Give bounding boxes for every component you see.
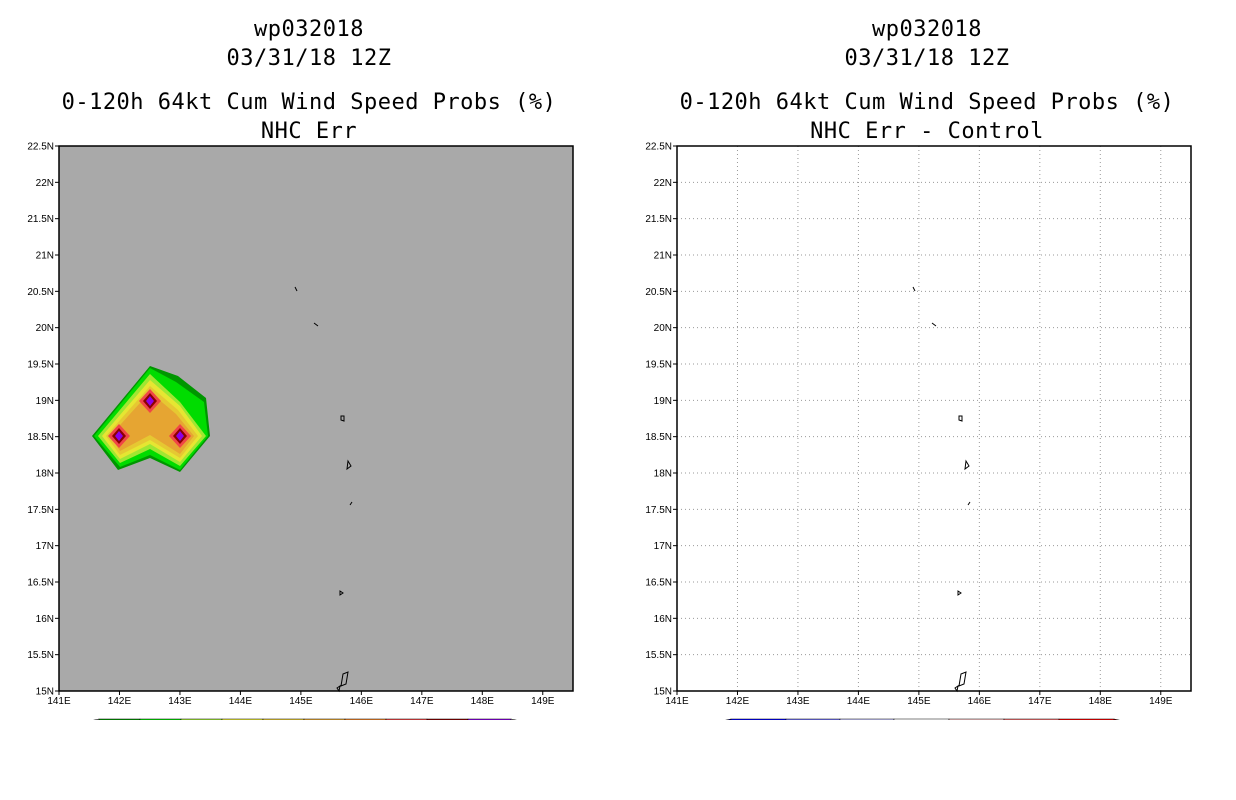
colorbar-segment <box>180 718 223 720</box>
storm-id: wp032018 <box>254 17 364 42</box>
lat-tick-label: 20N <box>654 323 672 334</box>
colorbar-arrow <box>510 718 517 720</box>
colorbar-segment <box>1003 718 1060 720</box>
left-panel: wp032018 03/31/18 12Z 0-120h 64kt Cum Wi… <box>27 17 574 720</box>
colorbar-segment <box>221 718 264 720</box>
difference-map: 15N 15.5N 16N 16.5N 17N 17.5N 18N 18.5N 19N 19.5N… <box>645 142 1192 720</box>
forecast-datetime: 03/31/18 12Z <box>844 46 1010 71</box>
colorbar-segment <box>262 718 305 720</box>
lat-tick-label: 21N <box>654 251 672 262</box>
colorbar-arrow <box>93 718 100 720</box>
lat-tick-label: 20N <box>36 323 54 334</box>
colorbar-segment <box>893 718 950 720</box>
lat-tick-label: 20.5N <box>27 287 54 298</box>
lat-tick-label: 16.5N <box>27 578 54 589</box>
probability-colorbar: 5102030405060708090100 <box>93 718 517 720</box>
colorbar-segment <box>426 718 469 720</box>
island-outlines <box>912 286 971 693</box>
map-background <box>677 146 1191 691</box>
lon-tick-label: 146E <box>968 696 992 707</box>
lat-tick-label: 15.5N <box>27 650 54 661</box>
map-axes: 15N 15.5N 16N 16.5N 17N 17.5N 18N 18.5N 19N 19.5N… <box>27 142 554 708</box>
lon-tick-label: 149E <box>1149 696 1173 707</box>
difference-colorbar: -10-5-3-113510 <box>725 718 1120 720</box>
lat-tick-label: 22.5N <box>645 142 672 153</box>
colorbar-segment <box>1058 718 1115 720</box>
colorbar-segment <box>303 718 346 720</box>
lat-tick-label: 18N <box>654 469 672 480</box>
lat-tick-label: 21.5N <box>27 214 54 225</box>
lat-tick-label: 18N <box>36 469 54 480</box>
colorbar-segment <box>98 718 141 720</box>
lon-tick-label: 141E <box>47 696 71 707</box>
lat-tick-label: 22.5N <box>27 142 54 153</box>
lat-tick-label: 22N <box>654 178 672 189</box>
map-axes: 15N 15.5N 16N 16.5N 17N 17.5N 18N 18.5N 19N 19.5N… <box>645 142 1172 708</box>
lon-tick-label: 142E <box>726 696 750 707</box>
lat-tick-label: 16N <box>36 614 54 625</box>
lon-tick-label: 149E <box>531 696 555 707</box>
lat-tick-label: 19.5N <box>27 360 54 371</box>
prob-peak <box>108 424 130 448</box>
lat-tick-label: 16N <box>654 614 672 625</box>
map-frame <box>58 145 574 692</box>
colorbar-arrow <box>1113 718 1120 720</box>
lat-tick-label: 18.5N <box>27 432 54 443</box>
lat-tick-label: 19.5N <box>645 360 672 371</box>
product-title: 0-120h 64kt Cum Wind Speed Probs (%) <box>679 90 1175 115</box>
lon-tick-label: 146E <box>350 696 374 707</box>
lon-tick-label: 148E <box>1089 696 1113 707</box>
panel-subtitle: NHC Err - Control <box>810 119 1044 144</box>
lat-tick-label: 17.5N <box>27 505 54 516</box>
lat-tick-label: 17N <box>36 541 54 552</box>
lat-tick-label: 15N <box>654 687 672 698</box>
lon-tick-label: 145E <box>289 696 313 707</box>
map-frame <box>676 145 1192 692</box>
lat-tick-label: 15N <box>36 687 54 698</box>
colorbar-segment <box>385 718 428 720</box>
lon-tick-label: 147E <box>410 696 434 707</box>
probability-shading <box>92 366 210 472</box>
right-panel: wp032018 03/31/18 12Z 0-120h 64kt Cum Wi… <box>618 0 1236 800</box>
lon-tick-label: 147E <box>1028 696 1052 707</box>
prob-peak <box>139 389 161 413</box>
island-outlines <box>294 286 353 693</box>
lon-tick-label: 148E <box>471 696 495 707</box>
lat-tick-label: 20.5N <box>645 287 672 298</box>
lon-tick-label: 142E <box>108 696 132 707</box>
lat-tick-label: 19N <box>654 396 672 407</box>
map-gridlines <box>677 146 1191 691</box>
lon-tick-label: 144E <box>847 696 871 707</box>
lon-tick-label: 144E <box>229 696 253 707</box>
lat-tick-label: 16.5N <box>645 578 672 589</box>
panel-subtitle: NHC Err <box>260 119 358 144</box>
lon-tick-label: 141E <box>665 696 689 707</box>
probability-map: 15N 15.5N 16N 16.5N 17N 17.5N 18N 18.5N 19N 19.5N… <box>27 142 574 720</box>
colorbar-segment <box>467 718 512 720</box>
colorbar-segment <box>948 718 1005 720</box>
lon-tick-label: 143E <box>168 696 192 707</box>
lat-tick-label: 17.5N <box>645 505 672 516</box>
lat-tick-label: 22N <box>36 178 54 189</box>
colorbar-arrow <box>725 718 732 720</box>
lat-tick-label: 21.5N <box>645 214 672 225</box>
storm-id: wp032018 <box>872 17 982 42</box>
colorbar-segment <box>785 718 841 720</box>
colorbar-segment <box>139 718 182 720</box>
lat-tick-label: 17N <box>654 541 672 552</box>
forecast-datetime: 03/31/18 12Z <box>226 46 392 71</box>
colorbar-segment <box>344 718 387 720</box>
lon-tick-label: 143E <box>786 696 810 707</box>
lat-tick-label: 19N <box>36 396 54 407</box>
colorbar-segment <box>839 718 895 720</box>
lat-tick-label: 21N <box>36 251 54 262</box>
lat-tick-label: 18.5N <box>645 432 672 443</box>
product-title: 0-120h 64kt Cum Wind Speed Probs (%) <box>61 90 557 115</box>
colorbar-segment <box>730 718 787 720</box>
prob-peak <box>169 424 191 448</box>
lon-tick-label: 145E <box>907 696 931 707</box>
lat-tick-label: 15.5N <box>645 650 672 661</box>
